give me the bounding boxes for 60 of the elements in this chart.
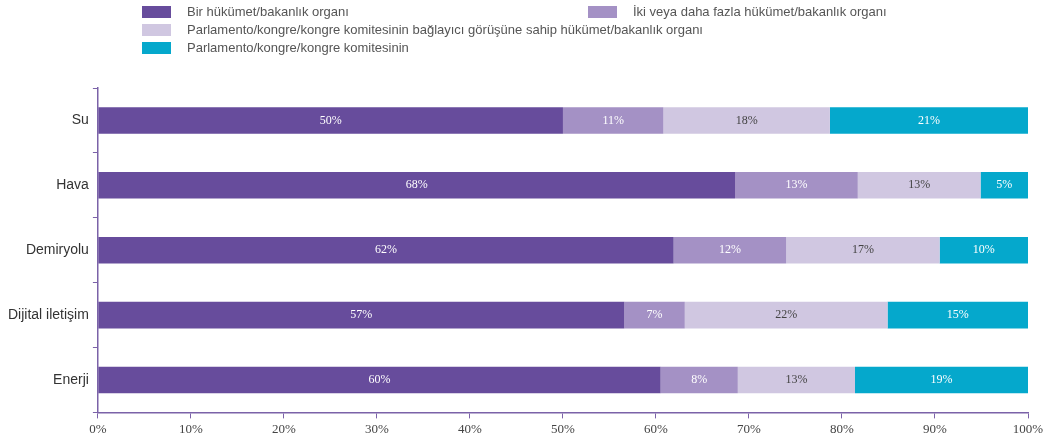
y-tick-label: Dijital iletişim xyxy=(7,305,89,322)
data-label: 10% xyxy=(972,242,995,257)
x-tick-label: 90% xyxy=(923,420,948,436)
bar xyxy=(660,366,738,394)
bar xyxy=(98,107,563,134)
bar xyxy=(855,366,1028,394)
data-label: 5% xyxy=(996,177,1013,192)
data-label: 13% xyxy=(908,177,931,192)
x-tick-label: 30% xyxy=(365,420,390,436)
x-tick-label: 40% xyxy=(458,420,483,436)
data-label: 19% xyxy=(930,372,953,387)
x-tick-label: 60% xyxy=(644,420,669,436)
y-tick-label: Enerji xyxy=(53,370,89,387)
bar xyxy=(829,107,1028,134)
y-tick-label: Demiryolu xyxy=(25,241,89,258)
data-label: 21% xyxy=(917,112,940,127)
x-tick-label: 0% xyxy=(89,420,107,436)
legend-label: Parlamento/kongre/kongre komitesinin bağlayıcı görüşüne sahip hükümet/bakanlık organı xyxy=(187,22,703,37)
data-label: 18% xyxy=(735,112,758,127)
data-label: 11% xyxy=(602,112,624,127)
data-label: 12% xyxy=(718,242,741,257)
data-label: 7% xyxy=(646,307,663,322)
x-tick-label: 100% xyxy=(1012,420,1044,436)
bar xyxy=(673,236,787,264)
data-label: 60% xyxy=(368,372,391,387)
bar xyxy=(939,236,1028,264)
bar xyxy=(98,236,674,264)
x-tick-label: 10% xyxy=(178,420,203,436)
bar xyxy=(737,366,855,394)
data-label: 8% xyxy=(691,372,708,387)
data-label: 22% xyxy=(775,307,798,322)
bar xyxy=(887,301,1028,329)
y-tick-label: Hava xyxy=(56,176,90,193)
data-label: 68% xyxy=(405,177,428,192)
x-tick-label: 70% xyxy=(737,420,762,436)
x-tick-label: 80% xyxy=(830,420,855,436)
bar xyxy=(980,172,1028,199)
bar xyxy=(624,301,685,329)
data-label: 17% xyxy=(851,242,874,257)
data-label: 13% xyxy=(785,177,808,192)
legend-label: İki veya daha fazla hükümet/bakanlık organı xyxy=(633,4,887,19)
bar xyxy=(786,236,940,264)
x-tick-label: 20% xyxy=(272,420,296,436)
bar xyxy=(98,172,736,199)
bar xyxy=(98,366,661,394)
data-label: 50% xyxy=(319,112,342,127)
y-tick-label: Su xyxy=(71,111,89,128)
bar xyxy=(562,107,664,134)
legend-label: Parlamento/kongre/kongre komitesinin xyxy=(187,40,409,55)
data-label: 13% xyxy=(785,372,808,387)
bar xyxy=(857,172,981,199)
data-label: 62% xyxy=(375,242,398,257)
bar xyxy=(98,301,625,329)
x-tick-label: 50% xyxy=(551,420,576,436)
data-label: 57% xyxy=(350,307,373,322)
legend-label: Bir hükümet/bakanlık organı xyxy=(187,4,349,19)
bar xyxy=(663,107,830,134)
bar xyxy=(684,301,888,329)
bar xyxy=(735,172,858,199)
data-label: 15% xyxy=(946,307,969,322)
